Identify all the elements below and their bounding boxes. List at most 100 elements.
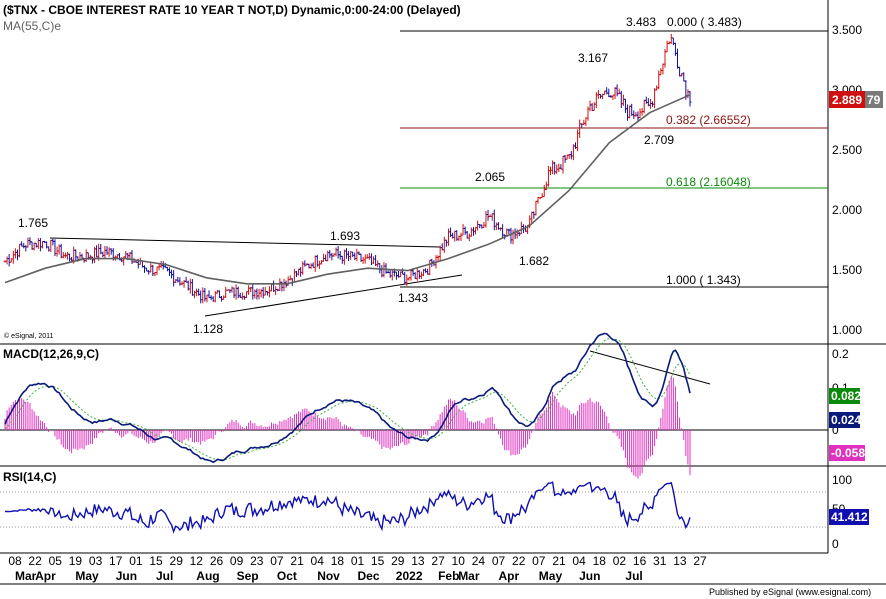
x-tick-month: 2022 bbox=[396, 569, 423, 583]
x-tick-day: 13 bbox=[411, 554, 425, 568]
fibonacci-levels: 0.000 ( 3.483) 0.382 (2.66552) 0.618 (2.… bbox=[400, 15, 828, 288]
x-tick-day: 29 bbox=[170, 554, 184, 568]
x-tick-day: 15 bbox=[371, 554, 385, 568]
trendline-upper bbox=[49, 237, 441, 248]
x-tick-day: 09 bbox=[230, 554, 244, 568]
annotation-3167: 3.167 bbox=[578, 51, 608, 65]
x-tick-day: 16 bbox=[633, 554, 647, 568]
x-tick-month: May bbox=[539, 569, 563, 583]
annotation-1693: 1.693 bbox=[330, 229, 360, 243]
x-tick-day: 15 bbox=[149, 554, 163, 568]
x-tick-month: Apr bbox=[35, 569, 56, 583]
x-tick-month: Mar bbox=[458, 569, 480, 583]
x-tick-day: 18 bbox=[593, 554, 607, 568]
x-tick-day: 04 bbox=[572, 554, 586, 568]
price-y-tick: 1.500 bbox=[832, 263, 862, 277]
x-tick-day: 29 bbox=[391, 554, 405, 568]
annotation-2709: 2.709 bbox=[644, 133, 674, 147]
macd-line bbox=[4, 332, 691, 464]
rsi-y-tick: 0 bbox=[832, 537, 839, 551]
x-tick-day: 27 bbox=[431, 554, 445, 568]
x-tick-month: Apr bbox=[499, 569, 520, 583]
trendlines bbox=[49, 237, 711, 385]
price-y-tick: 2.500 bbox=[832, 143, 862, 157]
rsi-line bbox=[4, 481, 691, 534]
annotation-3483: 3.483 bbox=[626, 15, 656, 29]
x-tick-day: 19 bbox=[69, 554, 83, 568]
macd-y-tick: 0 bbox=[832, 423, 839, 437]
price-y-tick: 3.500 bbox=[832, 23, 862, 37]
price-y-axis: 3.500 3.000 2.500 2.000 1.500 1.000 bbox=[832, 23, 862, 337]
macd-value: 0.082 bbox=[831, 389, 861, 403]
macd-label: MACD(12,26,9,C) bbox=[3, 347, 99, 361]
x-tick-month: Oct bbox=[277, 569, 297, 583]
fib-label-382: 0.382 (2.66552) bbox=[666, 113, 751, 127]
x-tick-day: 26 bbox=[210, 554, 224, 568]
macd-value-badge bbox=[829, 388, 860, 404]
x-tick-month: Nov bbox=[317, 569, 340, 583]
annotation-1765: 1.765 bbox=[18, 216, 48, 230]
x-tick-day: 13 bbox=[673, 554, 687, 568]
x-tick-month: May bbox=[75, 569, 99, 583]
price-annotations: 1.765 1.128 1.693 1.343 2.065 1.682 3.16… bbox=[18, 15, 674, 336]
annotation-1343: 1.343 bbox=[398, 291, 428, 305]
x-tick-month: Feb bbox=[438, 569, 459, 583]
price-y-tick: 2.000 bbox=[832, 203, 862, 217]
hist-value-badge bbox=[829, 445, 865, 461]
copyright: © eSignal, 2011 bbox=[4, 332, 54, 340]
rsi-value: 41.412 bbox=[831, 510, 868, 524]
signal-value-badge bbox=[829, 412, 860, 428]
last-price: 2.889 bbox=[832, 93, 862, 107]
rsi-y-tick: 100 bbox=[832, 473, 852, 487]
rsi-value-badge bbox=[829, 509, 869, 525]
x-tick-month: Sep bbox=[237, 569, 259, 583]
fib-label-618: 0.618 (2.16048) bbox=[666, 175, 751, 189]
last-price-badge bbox=[829, 91, 865, 108]
x-tick-day: 27 bbox=[693, 554, 707, 568]
x-tick-month: Dec bbox=[358, 569, 380, 583]
annotation-1682: 1.682 bbox=[519, 254, 549, 268]
x-tick-day: 04 bbox=[311, 554, 325, 568]
ma-line bbox=[4, 94, 691, 285]
x-tick-day: 07 bbox=[270, 554, 284, 568]
x-tick-day: 18 bbox=[331, 554, 345, 568]
macd-y-tick: 0.2 bbox=[832, 347, 849, 361]
x-axis-days: 08 22 05 19 03 17 01 15 29 12 26 09 23 07 21 04 18 01 15 29… bbox=[8, 554, 707, 568]
trendline-lower bbox=[204, 274, 463, 317]
x-tick-day: 17 bbox=[109, 554, 123, 568]
x-tick-day: 21 bbox=[290, 554, 304, 568]
x-tick-day: 07 bbox=[492, 554, 506, 568]
price-y-tick: 1.000 bbox=[832, 323, 862, 337]
rsi-panel: RSI(14,C) 100 50 0 41.412 bbox=[0, 470, 869, 551]
x-tick-day: 01 bbox=[351, 554, 365, 568]
x-tick-day: 02 bbox=[613, 554, 627, 568]
x-tick-month: Aug bbox=[196, 569, 219, 583]
x-tick-month: Jul bbox=[625, 569, 642, 583]
fib-label-0: 0.000 ( 3.483) bbox=[667, 15, 742, 29]
ohlc-bar bbox=[688, 90, 692, 107]
trendline-macd bbox=[589, 350, 711, 385]
x-tick-day: 03 bbox=[89, 554, 103, 568]
signal-value: 0.024 bbox=[831, 413, 861, 427]
x-tick-day: 10 bbox=[452, 554, 466, 568]
macd-panel: MACD(12,26,9,C) 0.2 0.1 0 0.082 0.024 -0… bbox=[0, 332, 865, 479]
hist-value: -0.058 bbox=[831, 446, 865, 460]
x-tick-day: 24 bbox=[472, 554, 486, 568]
macd-histogram bbox=[4, 375, 691, 479]
annotation-2065: 2.065 bbox=[475, 170, 505, 184]
x-tick-day: 23 bbox=[250, 554, 264, 568]
x-tick-day: 31 bbox=[653, 554, 667, 568]
x-tick-day: 07 bbox=[532, 554, 546, 568]
x-tick-day: 08 bbox=[8, 554, 22, 568]
x-tick-month: Jun bbox=[116, 569, 137, 583]
x-tick-day: 01 bbox=[129, 554, 143, 568]
x-tick-day: 12 bbox=[190, 554, 204, 568]
published-by: Published by eSignal (www.esignal.com) bbox=[709, 587, 871, 597]
x-tick-month: Jun bbox=[579, 569, 600, 583]
fib-label-100: 1.000 ( 1.343) bbox=[666, 273, 741, 287]
x-tick-day: 21 bbox=[552, 554, 566, 568]
x-tick-day: 22 bbox=[512, 554, 526, 568]
x-tick-day: 05 bbox=[49, 554, 63, 568]
